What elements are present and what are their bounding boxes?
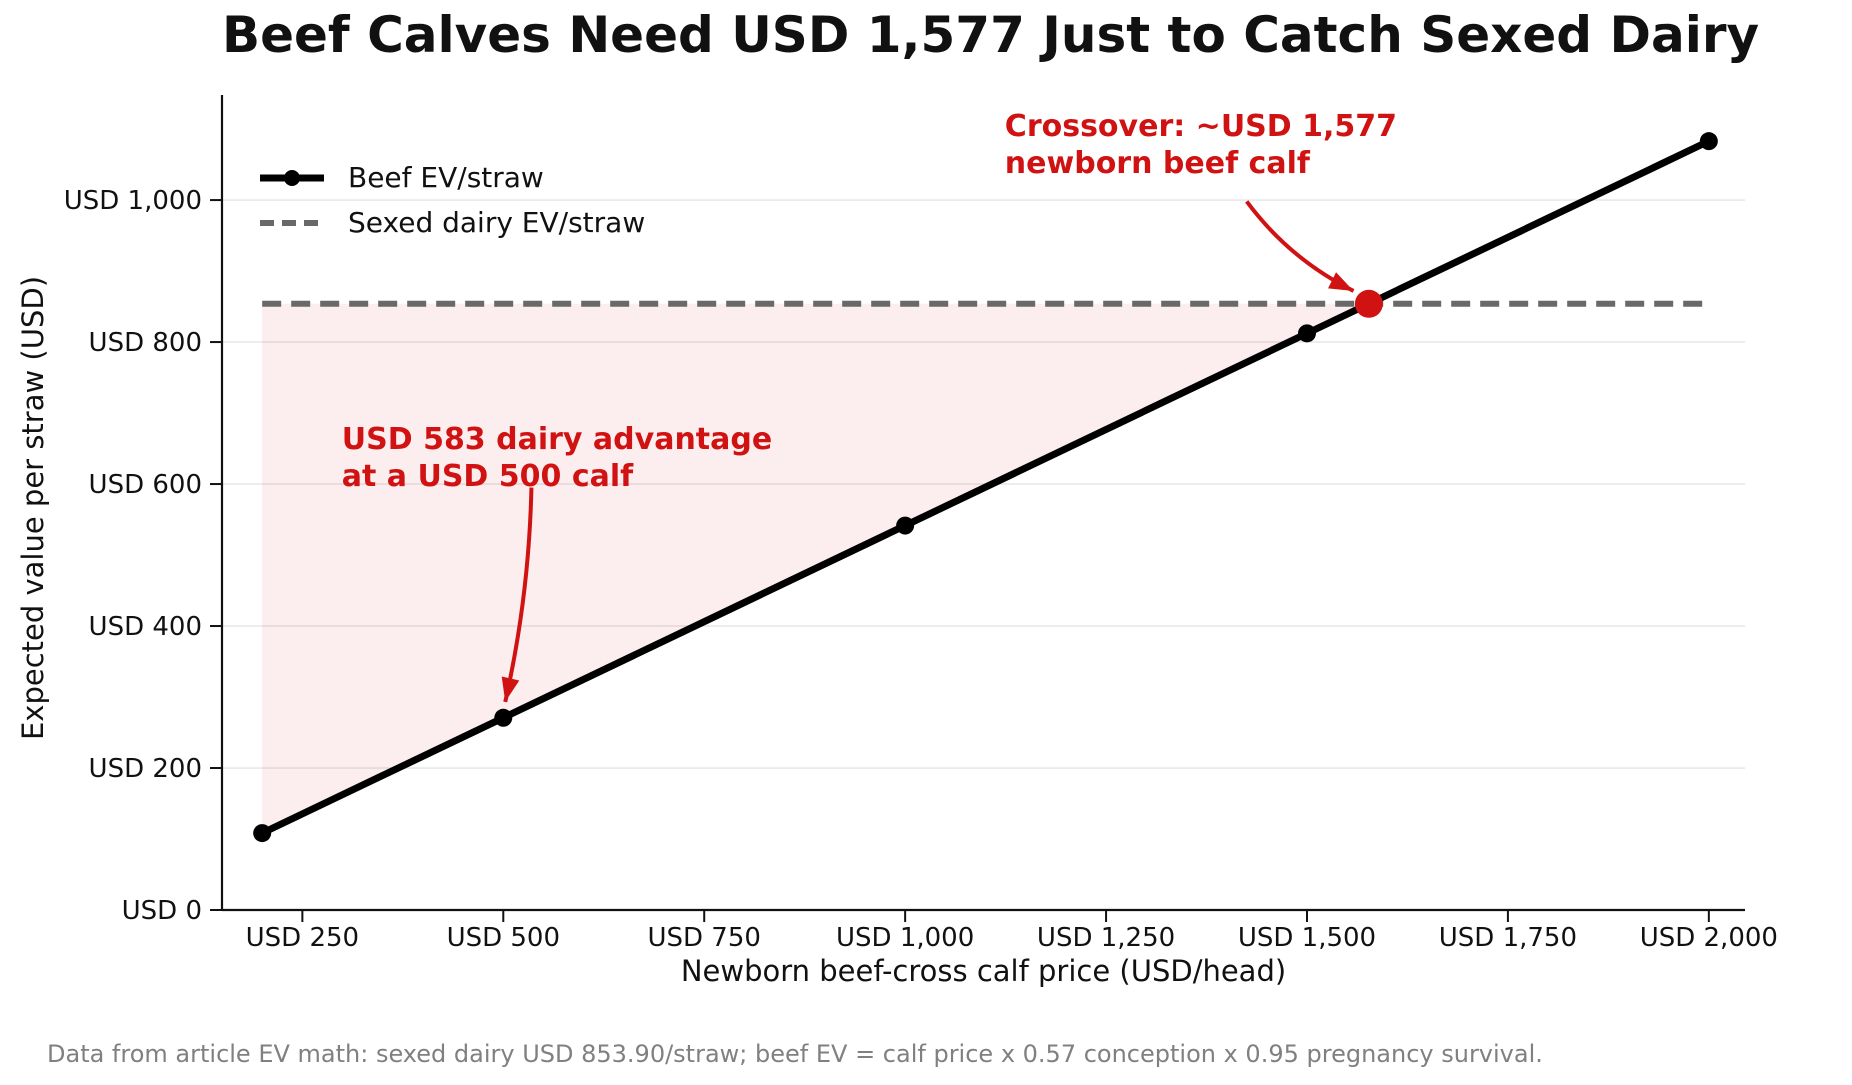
y-tick-label: USD 800 bbox=[89, 328, 202, 358]
x-tick-label: USD 1,000 bbox=[836, 923, 974, 953]
beef-data-point bbox=[1297, 324, 1316, 343]
y-tick-label: USD 0 bbox=[122, 896, 202, 926]
beef-data-point bbox=[1699, 132, 1718, 151]
x-tick-label: USD 750 bbox=[647, 923, 760, 953]
legend-item-beef: Beef EV/straw bbox=[258, 155, 645, 200]
y-tick-label: USD 200 bbox=[89, 754, 202, 784]
dairy-advantage-annotation-line2: at a USD 500 calf bbox=[341, 458, 634, 494]
y-tick-label: USD 400 bbox=[89, 612, 202, 642]
beef-data-point bbox=[896, 516, 915, 535]
x-tick-label: USD 250 bbox=[246, 923, 359, 953]
dairy-advantage-annotation-line1: USD 583 dairy advantage bbox=[341, 421, 773, 457]
y-tick-label: USD 600 bbox=[89, 470, 202, 500]
crossover-arrowhead bbox=[1328, 272, 1354, 291]
legend-item-dairy: Sexed dairy EV/straw bbox=[258, 200, 645, 245]
x-tick-label: USD 1,750 bbox=[1439, 923, 1577, 953]
footnote: Data from article EV math: sexed dairy U… bbox=[47, 1040, 1543, 1068]
beef-data-point bbox=[494, 708, 513, 727]
crossover-annotation: Crossover: ~USD 1,577 newborn beef calf bbox=[1005, 108, 1397, 182]
x-tick-label: USD 1,500 bbox=[1238, 923, 1376, 953]
chart-title: Beef Calves Need USD 1,577 Just to Catch… bbox=[222, 6, 1760, 64]
x-tick-label: USD 2,000 bbox=[1640, 923, 1778, 953]
beef-data-point bbox=[253, 824, 272, 843]
crossover-annotation-line1: Crossover: ~USD 1,577 bbox=[1004, 109, 1398, 145]
dairy-advantage-region bbox=[262, 303, 1369, 834]
dairy-line-sample-icon bbox=[260, 219, 324, 226]
dairy-advantage-annotation: USD 583 dairy advantage at a USD 500 cal… bbox=[342, 421, 772, 495]
beef-line-sample-icon bbox=[260, 169, 324, 186]
x-tick-label: USD 500 bbox=[447, 923, 560, 953]
x-tick-label: USD 1,250 bbox=[1037, 923, 1175, 953]
legend-label-beef: Beef EV/straw bbox=[348, 161, 544, 194]
legend-label-dairy: Sexed dairy EV/straw bbox=[348, 206, 646, 239]
crossover-annotation-line2: newborn beef calf bbox=[1004, 146, 1310, 182]
dairy-advantage-arrow bbox=[503, 487, 534, 703]
x-axis-label: Newborn beef-cross calf price (USD/head) bbox=[680, 954, 1287, 988]
crossover-point bbox=[1354, 289, 1383, 318]
legend: Beef EV/straw Sexed dairy EV/straw bbox=[258, 155, 645, 245]
dairy-advantage-arrowhead bbox=[501, 676, 520, 702]
y-tick-label: USD 1,000 bbox=[64, 186, 202, 216]
